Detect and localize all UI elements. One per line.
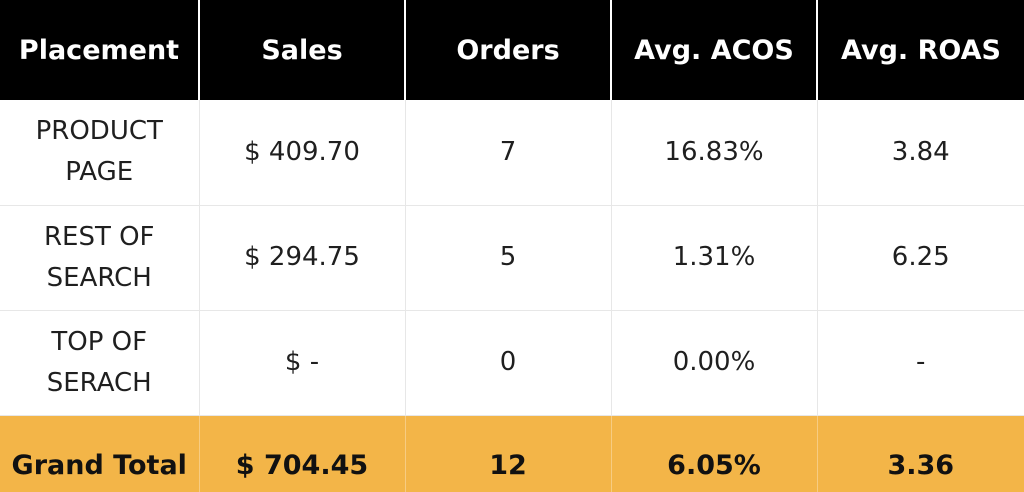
orders-cell: 5 xyxy=(405,205,612,311)
acos-cell: 16.83% xyxy=(611,100,818,206)
header-placement: Placement xyxy=(0,0,200,100)
header-avg-roas: Avg. ROAS xyxy=(817,0,1024,100)
header-avg-acos: Avg. ACOS xyxy=(611,0,818,100)
header-sales: Sales xyxy=(199,0,406,100)
grand-total-acos: 6.05% xyxy=(611,415,818,492)
table-row: TOP OF SERACH $ - 0 0.00% - xyxy=(0,310,1024,416)
placement-line: REST OF xyxy=(43,221,155,252)
roas-cell: - xyxy=(817,310,1024,416)
roas-cell: 6.25 xyxy=(817,205,1024,311)
orders-cell: 7 xyxy=(405,100,612,206)
placement-line: PRODUCT xyxy=(35,116,163,147)
placement-cell: PRODUCT PAGE xyxy=(0,100,200,206)
sales-cell: $ 409.70 xyxy=(199,100,406,206)
acos-cell: 0.00% xyxy=(611,310,818,416)
placement-line: TOP OF xyxy=(51,326,148,357)
placement-cell: REST OF SEARCH xyxy=(0,205,200,311)
grand-total-orders: 12 xyxy=(405,415,612,492)
grand-total-row: Grand Total $ 704.45 12 6.05% 3.36 xyxy=(0,415,1024,492)
table-row: PRODUCT PAGE $ 409.70 7 16.83% 3.84 xyxy=(0,100,1024,206)
placement-line: PAGE xyxy=(65,157,134,188)
table-row: REST OF SEARCH $ 294.75 5 1.31% 6.25 xyxy=(0,205,1024,311)
orders-cell: 0 xyxy=(405,310,612,416)
grand-total-label: Grand Total xyxy=(0,415,200,492)
roas-cell: 3.84 xyxy=(817,100,1024,206)
table-header-row: Placement Sales Orders Avg. ACOS Avg. RO… xyxy=(0,0,1024,100)
placement-line: SEARCH xyxy=(46,262,152,293)
placement-line: SERACH xyxy=(46,367,152,398)
header-orders: Orders xyxy=(405,0,612,100)
grand-total-roas: 3.36 xyxy=(817,415,1024,492)
sales-cell: $ 294.75 xyxy=(199,205,406,311)
sales-cell: $ - xyxy=(199,310,406,416)
acos-cell: 1.31% xyxy=(611,205,818,311)
grand-total-sales: $ 704.45 xyxy=(199,415,406,492)
placement-cell: TOP OF SERACH xyxy=(0,310,200,416)
